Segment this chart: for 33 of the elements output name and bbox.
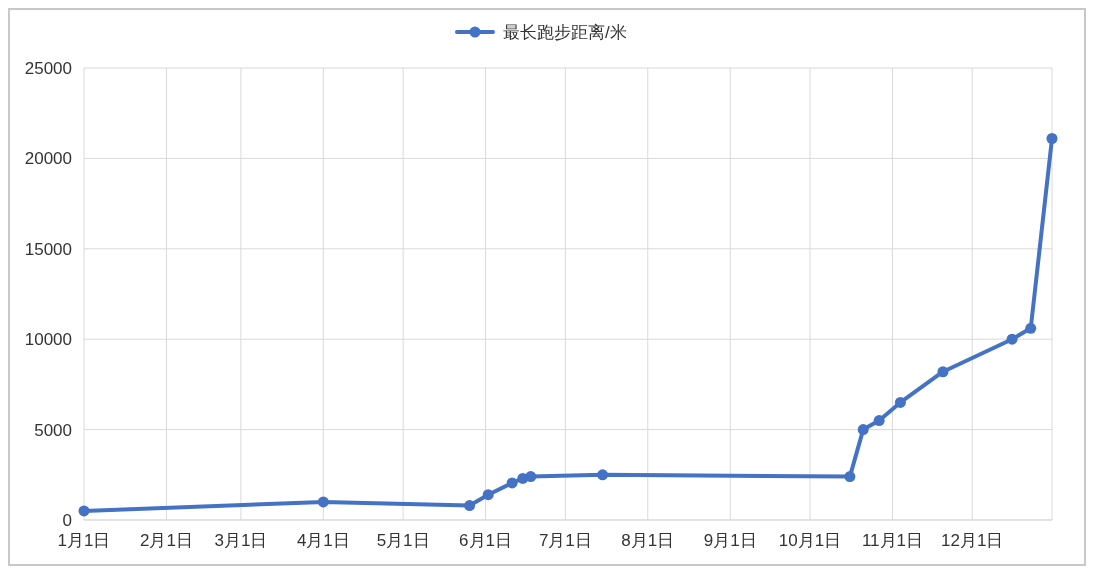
x-tick-label: 2月1日 <box>139 531 193 550</box>
point <box>597 469 609 481</box>
x-tick-label: 7月1日 <box>538 531 592 550</box>
x-tick-label: 1月1日 <box>57 531 111 550</box>
x-tick-label: 10月1日 <box>778 531 842 550</box>
y-tick-label: 0 <box>62 510 72 530</box>
point <box>873 415 885 427</box>
x-tick-label: 5月1日 <box>376 531 430 550</box>
x-tick-label: 4月1日 <box>296 531 350 550</box>
x-tick-label: 12月1日 <box>941 531 1004 550</box>
point <box>857 424 869 436</box>
point <box>1046 133 1058 145</box>
point <box>506 477 518 489</box>
y-tick-label: 10000 <box>24 330 72 350</box>
x-tick-label: 6月1日 <box>459 531 513 550</box>
x-tick-label: 11月1日 <box>861 531 923 550</box>
point <box>482 489 494 501</box>
point <box>1025 322 1037 334</box>
x-tick-label: 9月1日 <box>703 531 757 550</box>
y-tick-label: 15000 <box>24 239 72 259</box>
y-tick-label: 5000 <box>34 420 72 440</box>
point <box>1006 333 1018 345</box>
x-tick-label: 3月1日 <box>214 531 268 550</box>
point <box>525 471 537 483</box>
point <box>464 500 476 512</box>
point <box>894 396 906 408</box>
x-tick-label: 8月1日 <box>621 531 675 550</box>
y-tick-label: 25000 <box>24 58 72 78</box>
point <box>937 366 949 378</box>
point <box>844 471 856 483</box>
point <box>317 496 329 508</box>
legend-label: 最长跑步距离/米 <box>503 22 627 42</box>
y-tick-label: 20000 <box>24 149 72 169</box>
